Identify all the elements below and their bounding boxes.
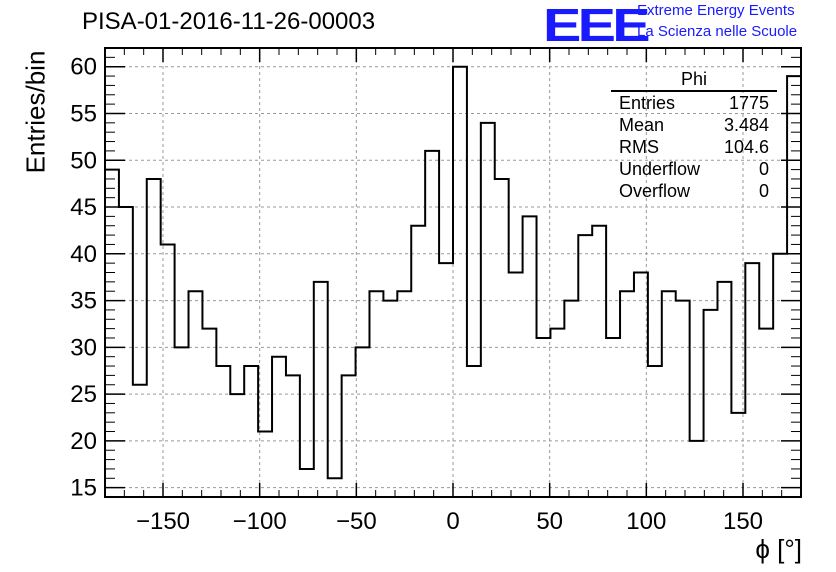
- stats-key: Underflow: [619, 159, 701, 179]
- x-tick-label: 100: [626, 508, 666, 535]
- stats-value: 0: [758, 159, 769, 179]
- chart-title: PISA-01-2016-11-26-00003: [82, 8, 376, 35]
- y-tick-label: 50: [70, 147, 97, 174]
- y-tick-label: 20: [70, 428, 97, 455]
- x-tick-label: −50: [336, 508, 377, 535]
- stats-key: RMS: [619, 137, 659, 157]
- stats-key: Overflow: [619, 181, 691, 201]
- y-tick-label: 40: [70, 241, 97, 268]
- y-tick-label: 15: [70, 475, 97, 502]
- stats-value: 104.6: [723, 137, 769, 157]
- stats-key: Entries: [619, 93, 676, 113]
- x-tick-label: 0: [446, 508, 459, 535]
- x-axis-label: ϕ [°]: [755, 534, 802, 564]
- y-tick-label: 45: [70, 194, 97, 221]
- stats-value: 1775: [728, 93, 769, 113]
- stats-value: 3.484: [723, 115, 769, 135]
- stats-value: 0: [758, 181, 769, 201]
- logo-line-2: La Scienza nelle Scuole: [637, 23, 798, 40]
- axis-ticks: [104, 47, 802, 498]
- y-tick-label: 30: [70, 334, 97, 361]
- x-tick-label: −150: [136, 508, 190, 535]
- stats-row-mean: Mean 3.484: [611, 114, 777, 136]
- stats-row-underflow: Underflow 0: [611, 158, 777, 180]
- eee-logo: EEE: [543, 0, 651, 51]
- stats-row-entries: Entries 1775: [611, 92, 777, 114]
- logo-line-1: Extreme Energy Events: [637, 2, 795, 19]
- y-axis-label: Entries/bin: [20, 50, 51, 174]
- stats-row-overflow: Overflow 0: [611, 180, 777, 202]
- x-tick-label: 50: [536, 508, 563, 535]
- histogram-outline: [105, 65, 801, 480]
- y-tick-label: 25: [70, 381, 97, 408]
- y-tick-label: 35: [70, 288, 97, 315]
- x-tick-label: −100: [233, 508, 287, 535]
- tick-labels: −150 −100 −50 0 50 100 150 15 20 25 30 35 40 45 50 55 60: [70, 54, 763, 535]
- x-tick-label: 150: [723, 508, 763, 535]
- stats-key: Mean: [619, 115, 665, 135]
- y-tick-label: 55: [70, 100, 97, 127]
- stats-row-rms: RMS 104.6: [611, 136, 777, 158]
- stats-box: Phi Entries 1775 Mean 3.484 RMS 104.6 Un…: [611, 68, 777, 202]
- y-tick-label: 60: [70, 54, 97, 81]
- stats-title: Phi: [611, 68, 777, 92]
